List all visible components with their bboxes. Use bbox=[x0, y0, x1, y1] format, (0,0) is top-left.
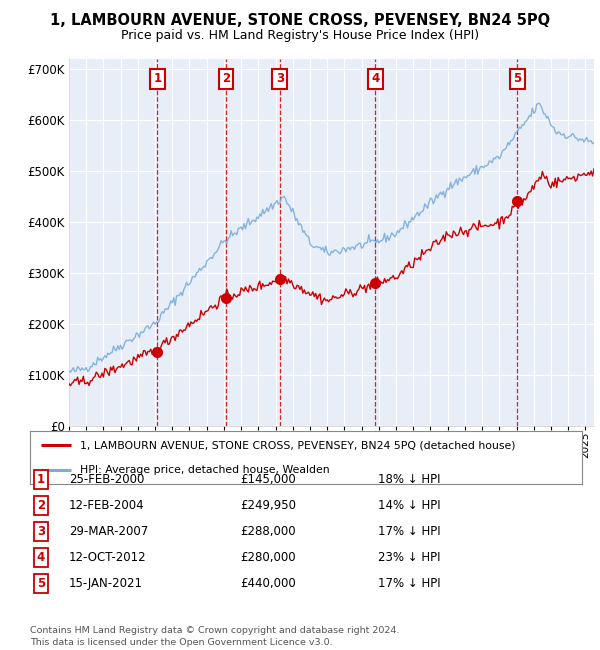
Text: 5: 5 bbox=[513, 72, 521, 85]
Text: 12-OCT-2012: 12-OCT-2012 bbox=[69, 551, 146, 564]
Text: 3: 3 bbox=[37, 525, 45, 538]
Text: £440,000: £440,000 bbox=[240, 577, 296, 590]
Text: 29-MAR-2007: 29-MAR-2007 bbox=[69, 525, 148, 538]
Text: HPI: Average price, detached house, Wealden: HPI: Average price, detached house, Weal… bbox=[80, 465, 329, 475]
Text: 15-JAN-2021: 15-JAN-2021 bbox=[69, 577, 143, 590]
Text: £145,000: £145,000 bbox=[240, 473, 296, 486]
Text: 3: 3 bbox=[276, 72, 284, 85]
Text: 23% ↓ HPI: 23% ↓ HPI bbox=[378, 551, 440, 564]
Text: 25-FEB-2000: 25-FEB-2000 bbox=[69, 473, 145, 486]
Text: 5: 5 bbox=[37, 577, 45, 590]
Text: 17% ↓ HPI: 17% ↓ HPI bbox=[378, 525, 440, 538]
Text: £280,000: £280,000 bbox=[240, 551, 296, 564]
Text: 4: 4 bbox=[37, 551, 45, 564]
Text: Price paid vs. HM Land Registry's House Price Index (HPI): Price paid vs. HM Land Registry's House … bbox=[121, 29, 479, 42]
Text: 4: 4 bbox=[371, 72, 379, 85]
Text: 1, LAMBOURN AVENUE, STONE CROSS, PEVENSEY, BN24 5PQ (detached house): 1, LAMBOURN AVENUE, STONE CROSS, PEVENSE… bbox=[80, 440, 515, 450]
Text: 18% ↓ HPI: 18% ↓ HPI bbox=[378, 473, 440, 486]
Text: 17% ↓ HPI: 17% ↓ HPI bbox=[378, 577, 440, 590]
Text: 1, LAMBOURN AVENUE, STONE CROSS, PEVENSEY, BN24 5PQ: 1, LAMBOURN AVENUE, STONE CROSS, PEVENSE… bbox=[50, 13, 550, 28]
Text: £288,000: £288,000 bbox=[240, 525, 296, 538]
Text: £249,950: £249,950 bbox=[240, 499, 296, 512]
Text: 1: 1 bbox=[37, 473, 45, 486]
Text: 2: 2 bbox=[37, 499, 45, 512]
Text: 14% ↓ HPI: 14% ↓ HPI bbox=[378, 499, 440, 512]
Text: 2: 2 bbox=[222, 72, 230, 85]
Text: 12-FEB-2004: 12-FEB-2004 bbox=[69, 499, 145, 512]
Text: 1: 1 bbox=[154, 72, 161, 85]
Text: Contains HM Land Registry data © Crown copyright and database right 2024.
This d: Contains HM Land Registry data © Crown c… bbox=[30, 626, 400, 647]
